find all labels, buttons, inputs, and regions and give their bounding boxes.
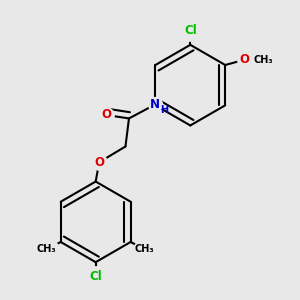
Text: O: O [239,53,250,66]
Text: CH₃: CH₃ [37,244,56,254]
Text: CH₃: CH₃ [254,55,274,65]
Text: O: O [101,108,111,122]
Text: Cl: Cl [89,270,102,283]
Text: N: N [150,98,160,111]
Text: Cl: Cl [184,24,197,37]
Text: O: O [94,156,104,169]
Text: CH₃: CH₃ [135,244,155,254]
Text: H: H [160,105,168,115]
